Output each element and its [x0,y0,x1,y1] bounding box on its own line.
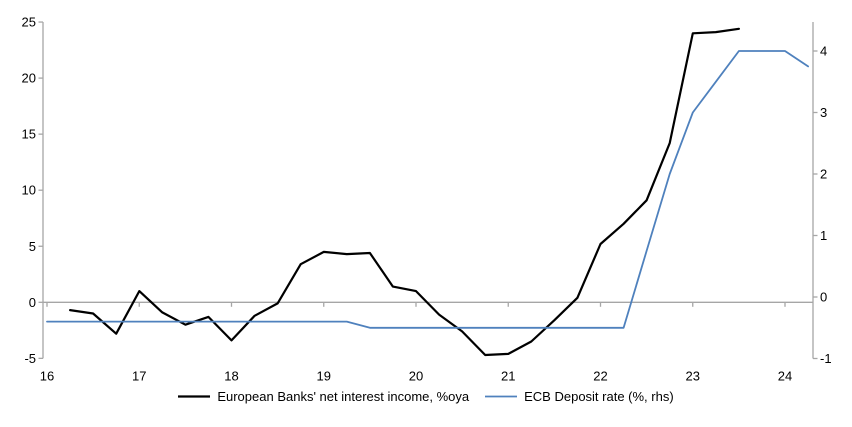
deposit-rate-swatch [485,395,518,398]
legend: European Banks' net interest income, %oy… [0,389,852,404]
x-tick-label: 21 [501,369,515,384]
right-tick-label: 4 [820,44,827,59]
left-tick-label: -5 [24,351,36,366]
right-tick-label: 3 [820,105,827,120]
legend-item-nii: European Banks' net interest income, %oy… [178,389,469,404]
left-tick-label: 10 [22,183,36,198]
x-tick-label: 20 [409,369,423,384]
legend-label-deposit-rate: ECB Deposit rate (%, rhs) [524,389,674,404]
deposit-rate-line [46,50,809,329]
left-tick-label: 0 [29,295,36,310]
x-tick-label: 24 [778,369,792,384]
x-tick-label: 16 [40,369,54,384]
x-tick-label: 17 [132,369,146,384]
right-axis-ticks [813,50,818,360]
right-tick-label: 0 [820,290,827,305]
nii-line [69,27,740,357]
nii-line-swatch [178,395,211,398]
legend-label-nii: European Banks' net interest income, %oy… [217,389,470,404]
x-tick-label: 22 [593,369,607,384]
x-axis-ticks [46,302,786,307]
left-tick-label: 20 [22,71,36,86]
x-tick-label: 18 [224,369,238,384]
left-axis-ticks [38,21,43,360]
left-tick-label: 5 [29,239,36,254]
left-tick-label: 15 [22,127,36,142]
right-tick-label: 1 [820,228,827,243]
x-tick-label: 19 [317,369,331,384]
right-tick-label: 2 [820,167,827,182]
legend-item-deposit-rate: ECB Deposit rate (%, rhs) [485,389,674,404]
right-tick-label: -1 [820,351,832,366]
left-tick-label: 25 [22,15,36,30]
x-tick-label: 23 [686,369,700,384]
